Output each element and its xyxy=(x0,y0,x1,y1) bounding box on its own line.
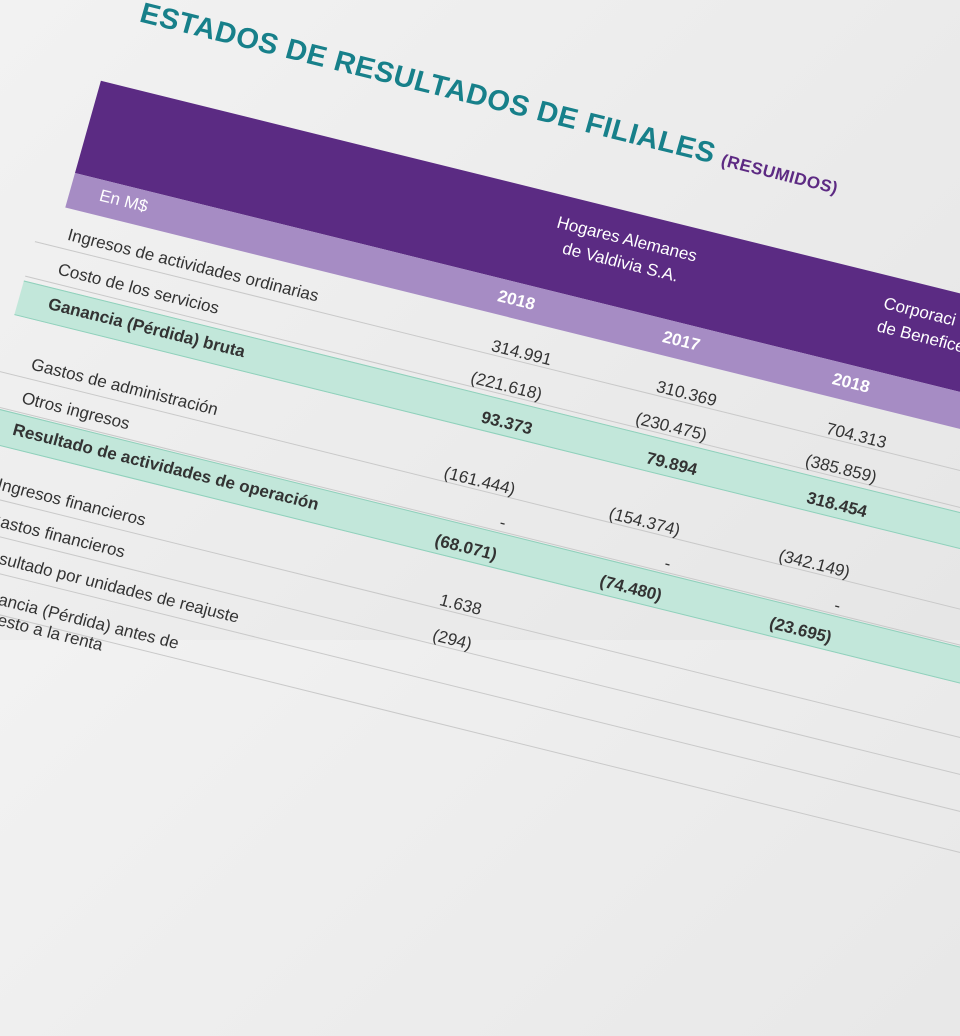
subtitle: (RESUMIDOS) xyxy=(719,150,841,198)
page: ESTADOS DE RESULTADOS DE FILIALES(RESUMI… xyxy=(0,0,960,885)
